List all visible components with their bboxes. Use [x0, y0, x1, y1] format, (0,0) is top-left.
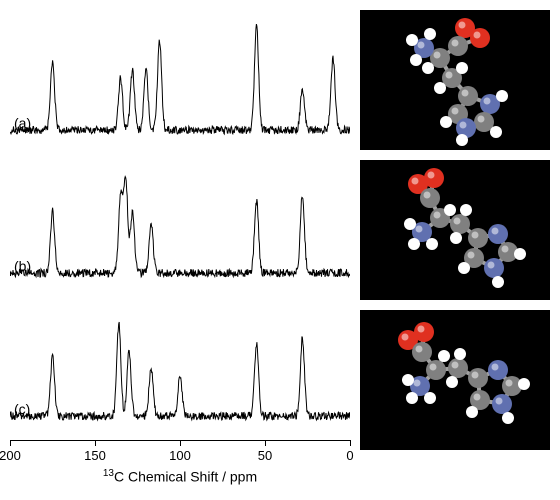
- tick: [265, 440, 266, 446]
- x-axis: 200150100500 13C Chemical Shift / ppm: [10, 440, 350, 480]
- tick-label: 50: [258, 448, 272, 463]
- spectrum-c: (c): [10, 296, 350, 439]
- tick-label: 100: [169, 448, 191, 463]
- tick: [350, 440, 351, 446]
- panel-label-b: (b): [14, 258, 31, 274]
- molecules-column: [360, 10, 550, 450]
- molecule-a: [360, 10, 550, 150]
- molecule-b: [360, 160, 550, 300]
- tick-label: 150: [84, 448, 106, 463]
- spectrum-a-svg: [10, 10, 350, 153]
- spectrum-b-svg: [10, 153, 350, 296]
- tick: [95, 440, 96, 446]
- spectra-panel: (a) (b) (c): [10, 10, 350, 440]
- panel-label-c: (c): [14, 401, 30, 417]
- tick-label: 200: [0, 448, 21, 463]
- spectrum-b: (b): [10, 153, 350, 296]
- nmr-figure: (a) (b) (c) 200 150 100 50 0 13C Chemical Sh…: [0, 0, 560, 500]
- spectrum-c-svg: [10, 296, 350, 439]
- tick-label: 0: [346, 448, 353, 463]
- x-axis-label: 13C Chemical Shift / ppm: [103, 468, 257, 485]
- tick: [10, 440, 11, 446]
- panel-label-a: (a): [14, 115, 31, 131]
- tick: [180, 440, 181, 446]
- molecule-c: [360, 310, 550, 450]
- spectrum-a: (a): [10, 10, 350, 153]
